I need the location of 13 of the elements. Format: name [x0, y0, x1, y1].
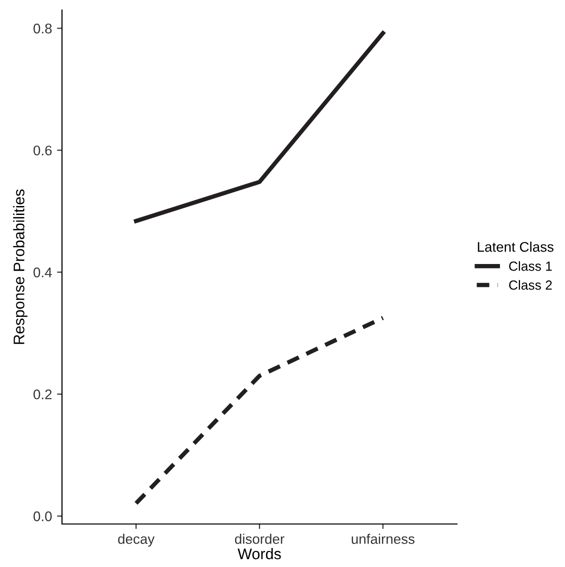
- legend-label: Class 2: [509, 280, 552, 290]
- legend-title: Latent Class: [478, 242, 554, 252]
- x-axis-title: Words: [238, 548, 281, 560]
- y-tick-label: 0.6: [34, 146, 52, 156]
- y-tick-label: 0.4: [34, 268, 52, 278]
- x-tick-label: decay: [118, 534, 155, 547]
- x-tick-label: unfairness: [352, 534, 414, 544]
- y-tick-label: 0.8: [34, 24, 52, 34]
- y-axis-title: Response Probabilities: [13, 189, 28, 344]
- x-tick-label: disorder: [234, 534, 284, 544]
- y-tick-label: 0.2: [34, 389, 52, 400]
- legend-label: Class 1: [509, 261, 552, 271]
- y-tick-label: 0.0: [34, 511, 52, 522]
